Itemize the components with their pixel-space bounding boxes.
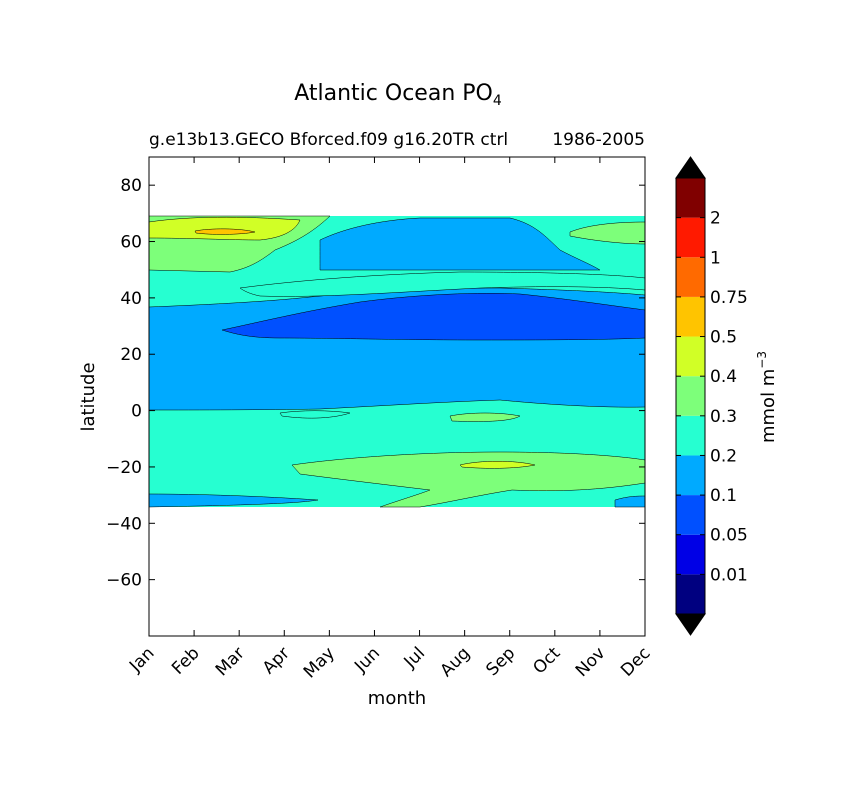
y-axis-label: latitude: [78, 362, 99, 431]
contour-0.4-north: [149, 216, 301, 241]
x-tick-label: Dec: [617, 643, 654, 680]
colorbar-segment: [676, 376, 705, 416]
x-tick-label: Jul: [400, 643, 429, 672]
colorbar-segment: [676, 495, 705, 535]
colorbar-tick-label: 1: [710, 248, 721, 268]
colorbar-segment: [676, 415, 705, 456]
contour-0.2-eq: [279, 410, 351, 419]
y-tick-label: −60: [106, 571, 142, 591]
colorbar-tick-label: 0.4: [710, 367, 737, 387]
y-tick-label: −20: [106, 458, 142, 478]
colorbar-tick-label: 0.01: [710, 565, 748, 585]
colorbar-tick-label: 0.05: [710, 526, 748, 546]
colorbar-tick-label: 0.3: [710, 407, 737, 427]
contour-0.5-north: [194, 228, 256, 235]
colorbar-segment: [676, 455, 705, 496]
x-tick-label: May: [300, 643, 339, 682]
plot-area: 80 60 40 20 0 −20 −40 −60 Jan Feb Mar Apr May Jun Jul…: [106, 156, 655, 682]
colorbar-extend-top: [675, 156, 706, 179]
y-axis: 80 60 40 20 0 −20 −40 −60: [106, 176, 645, 591]
contour-0.3-eq: [449, 412, 521, 422]
y-tick-label: 80: [120, 176, 142, 196]
chart-subtitle-left: g.e13b13.GECO Bforced.f09 g16.20TR ctrl: [149, 130, 508, 150]
x-tick-label: Jan: [125, 643, 158, 676]
y-tick-label: 20: [120, 345, 142, 365]
y-tick-label: −40: [106, 514, 142, 534]
colorbar-label: mmol m−3: [755, 351, 779, 443]
x-tick-label: Jun: [350, 643, 384, 677]
colorbar: 0.01 0.05 0.1 0.2 0.3 0.4 0.5 0.75 1 2: [675, 156, 748, 636]
y-tick-label: 0: [131, 402, 142, 422]
x-tick-label: Feb: [168, 643, 203, 678]
y-tick-label: 40: [120, 289, 142, 309]
y-tick-label: 60: [120, 233, 142, 253]
colorbar-tick-label: 2: [710, 209, 721, 229]
contour-0.2-lat45: [239, 271, 645, 297]
chart-title: Atlantic Ocean PO4: [294, 81, 502, 109]
contour-0.3-north-right: [569, 221, 645, 245]
contour-0.1-north: [319, 217, 601, 271]
colorbar-tick-label: 0.75: [710, 288, 748, 308]
x-tick-label: Aug: [437, 643, 475, 681]
x-tick-label: Mar: [212, 643, 249, 680]
contour-0.3-southern: [291, 451, 645, 508]
x-tick-label: Apr: [259, 643, 294, 678]
colorbar-segment: [676, 257, 705, 297]
x-tick-label: Sep: [482, 643, 519, 680]
colorbar-segment: [676, 574, 705, 614]
x-tick-label: Nov: [572, 643, 610, 681]
contour-0.1-south-right: [614, 495, 645, 508]
x-axis-label: month: [368, 688, 426, 709]
colorbar-segment: [676, 178, 705, 218]
colorbar-segment: [676, 336, 705, 377]
colorbar-tick-label: 0.5: [710, 328, 737, 348]
colorbar-tick-label: 0.1: [710, 486, 737, 506]
colorbar-segment: [676, 534, 705, 575]
contour-0.4-south: [459, 461, 536, 469]
plot-frame: [148, 156, 646, 637]
contour-field: [149, 215, 645, 508]
colorbar-frame: [675, 177, 706, 615]
contour-0.1-south-left: [149, 493, 319, 508]
colorbar-segment: [676, 296, 705, 337]
colorbar-extend-bottom: [675, 613, 706, 636]
contour-0.05-mid: [221, 293, 645, 341]
chart-subtitle-right: 1986-2005: [552, 130, 645, 150]
x-tick-label: Oct: [529, 643, 564, 678]
colorbar-tick-label: 0.2: [710, 446, 737, 466]
colorbar-segment: [676, 217, 705, 258]
